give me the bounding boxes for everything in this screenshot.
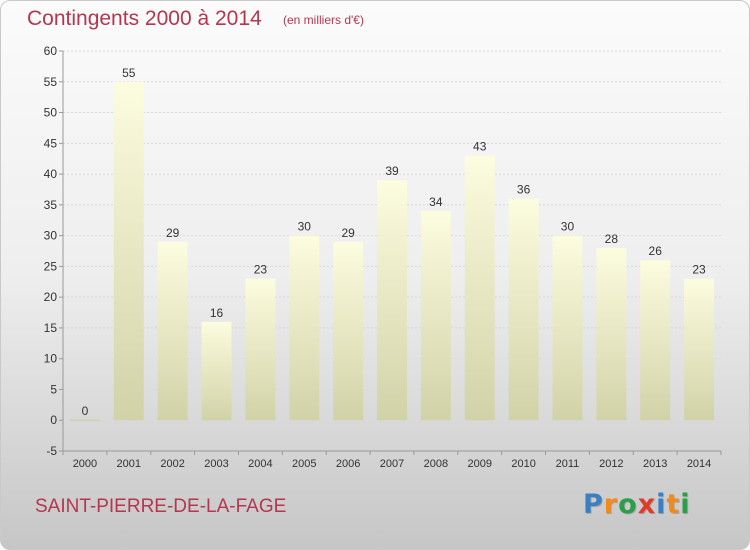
bar-2005: [289, 235, 320, 421]
x-tick-label: 2013: [643, 458, 667, 470]
data-label: 30: [298, 220, 312, 234]
bar-2010: [508, 198, 539, 421]
y-tick-label: 15: [44, 321, 58, 335]
data-label: 26: [649, 244, 663, 258]
data-label: 43: [473, 140, 487, 154]
y-tick-label: 5: [50, 382, 57, 396]
logo-letter: i: [680, 489, 691, 520]
x-tick-label: 2003: [204, 458, 228, 470]
logo-letter: r: [603, 489, 619, 520]
bar-2006: [333, 241, 364, 421]
x-tick-label: 2000: [73, 458, 97, 470]
data-label: 34: [429, 195, 443, 209]
bars: [69, 81, 715, 421]
bar-2009: [464, 155, 495, 421]
data-label: 29: [166, 226, 180, 240]
data-label: 28: [605, 232, 619, 246]
x-tick-label: 2005: [292, 458, 316, 470]
x-tick-label: 2014: [687, 458, 711, 470]
x-tick-label: 2004: [248, 458, 272, 470]
logo-letter: o: [618, 489, 638, 520]
x-tick-label: 2007: [380, 458, 404, 470]
x-tick-label: 2009: [467, 458, 491, 470]
bar-2002: [157, 241, 188, 421]
logo-letter: P: [583, 489, 604, 520]
data-label: 0: [82, 404, 89, 418]
y-tick-label: 40: [44, 167, 58, 181]
x-tick-label: 2008: [424, 458, 448, 470]
y-tick-label: 60: [44, 44, 58, 58]
x-tick-label: 2010: [511, 458, 535, 470]
axes: [59, 50, 722, 455]
proxiti-logo: Proxiti: [583, 489, 691, 520]
bar-2013: [640, 260, 671, 421]
chart-subtitle: (en milliers d'€): [283, 13, 364, 27]
data-label: 39: [385, 164, 399, 178]
chart-title: Contingents 2000 à 2014: [27, 7, 262, 30]
y-tick-label: 25: [44, 259, 58, 273]
commune-name: SAINT-PIERRE-DE-LA-FAGE: [35, 496, 287, 517]
y-tick-label: -5: [46, 444, 57, 458]
data-label: 30: [561, 220, 575, 234]
bar-2014: [684, 278, 715, 421]
x-tick-label: 2011: [556, 458, 580, 470]
labels: -5 0 5 10 15 20 25 30 35 40 45 50 55 60 0 2000 55 2001 29 2…: [44, 44, 712, 470]
data-label: 29: [341, 226, 355, 240]
bar-2007: [377, 180, 407, 421]
y-tick-label: 10: [44, 352, 58, 366]
y-tick-label: 55: [44, 75, 58, 89]
bar-2012: [596, 247, 627, 421]
y-tick-label: 0: [50, 413, 57, 427]
bar-2011: [552, 235, 583, 421]
y-tick-label: 30: [44, 229, 58, 243]
x-tick-label: 2001: [117, 458, 141, 470]
x-tick-label: 2006: [336, 458, 360, 470]
logo-letter: t: [666, 489, 681, 520]
logo-letter: x: [637, 489, 657, 520]
y-tick-label: 50: [44, 106, 58, 120]
y-tick-label: 20: [44, 290, 58, 304]
bar-2008: [420, 211, 451, 421]
data-label: 36: [517, 183, 531, 197]
bar-2003: [201, 321, 232, 421]
data-label: 16: [210, 306, 224, 320]
bar-2004: [245, 278, 276, 421]
logo-letter: i: [656, 489, 667, 520]
data-label: 23: [254, 263, 268, 277]
data-label: 55: [122, 66, 136, 80]
x-tick-label: 2002: [160, 458, 184, 470]
data-label: 23: [692, 263, 706, 277]
y-tick-label: 35: [44, 198, 58, 212]
x-tick-label: 2012: [599, 458, 623, 470]
bar-2001: [113, 81, 144, 421]
y-tick-label: 45: [44, 136, 58, 150]
